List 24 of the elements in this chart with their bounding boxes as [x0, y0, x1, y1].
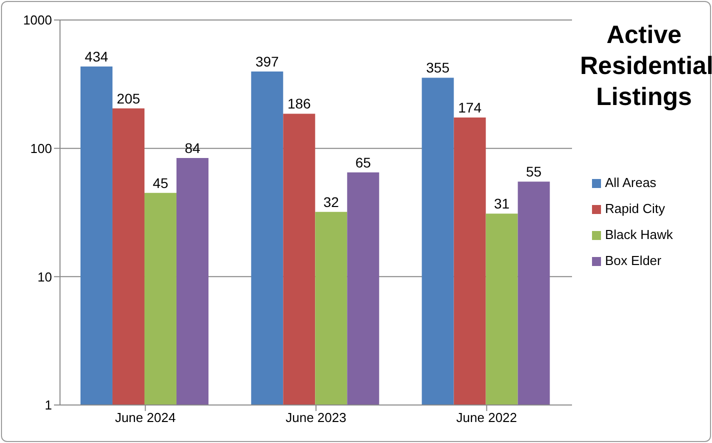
legend-label: All Areas — [605, 174, 656, 190]
y-tick-label: 1 — [44, 398, 52, 413]
y-tick-label: 1000 — [23, 12, 52, 28]
data-label: 84 — [184, 140, 200, 156]
data-label: 174 — [458, 99, 482, 116]
x-tick-label: June 2024 — [114, 410, 176, 426]
data-label: 355 — [426, 60, 450, 76]
data-label: 186 — [287, 96, 312, 112]
data-label: 205 — [116, 90, 140, 106]
data-label: 32 — [323, 194, 340, 210]
data-label: 45 — [152, 174, 168, 191]
data-label: 55 — [526, 164, 542, 180]
data-label: 31 — [494, 196, 510, 212]
x-tick-label: June 2022 — [456, 410, 518, 426]
data-label: 65 — [355, 154, 372, 170]
legend-label: Black Hawk — [605, 226, 673, 242]
data-label: 397 — [255, 53, 280, 70]
text: Active Residential Listings — [580, 20, 712, 113]
legend-label: Rapid City — [605, 200, 665, 216]
y-tick-label: 10 — [38, 269, 52, 284]
y-tick-label: 100 — [30, 140, 52, 156]
x-tick-label: June 2023 — [286, 410, 346, 426]
data-label: 434 — [84, 48, 108, 65]
legend-label: Box Elder — [605, 252, 662, 268]
